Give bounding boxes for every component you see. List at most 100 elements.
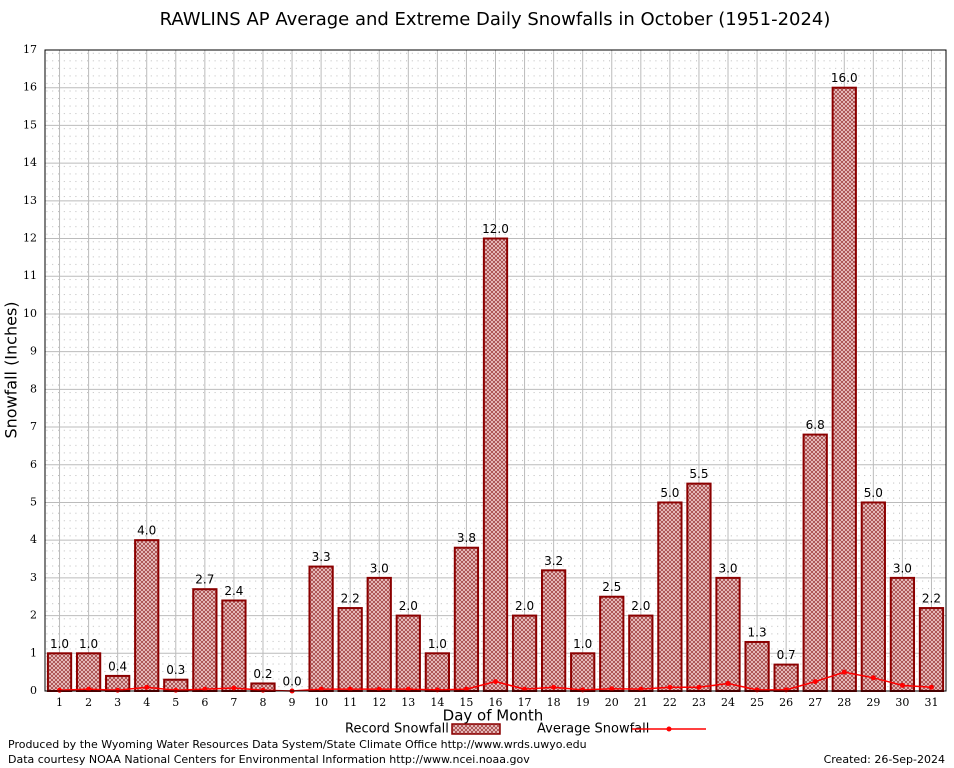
line-marker bbox=[783, 687, 789, 693]
line-marker bbox=[57, 687, 63, 693]
created-date: Created: 26-Sep-2024 bbox=[824, 753, 945, 766]
line-marker bbox=[928, 684, 934, 690]
x-axis-label: Day of Month bbox=[443, 707, 544, 725]
data-label: 5.0 bbox=[864, 486, 883, 500]
bar bbox=[424, 652, 450, 693]
x-tick-label: 27 bbox=[808, 696, 822, 709]
line-marker bbox=[405, 686, 411, 692]
x-tick-label: 18 bbox=[547, 696, 561, 709]
legend-label: Average Snowfall bbox=[537, 722, 649, 737]
line-marker bbox=[463, 686, 469, 692]
x-tick-label: 16 bbox=[489, 696, 503, 709]
bar bbox=[221, 599, 247, 692]
line-marker bbox=[115, 687, 121, 693]
line-marker bbox=[144, 684, 150, 690]
line-marker bbox=[522, 686, 528, 692]
line-marker bbox=[899, 682, 905, 688]
data-label: 3.2 bbox=[544, 554, 563, 568]
data-label: 3.3 bbox=[312, 550, 331, 564]
bar bbox=[599, 595, 625, 692]
data-label: 0.7 bbox=[777, 648, 796, 662]
line-marker bbox=[580, 687, 586, 693]
line-marker bbox=[260, 687, 266, 693]
bar bbox=[889, 576, 916, 692]
y-tick-label: 17 bbox=[23, 43, 37, 56]
y-tick-label: 16 bbox=[23, 81, 37, 94]
y-tick-label: 2 bbox=[30, 609, 37, 622]
x-tick-label: 13 bbox=[401, 696, 415, 709]
line-marker bbox=[86, 686, 92, 692]
bar bbox=[541, 569, 567, 693]
data-label: 2.7 bbox=[195, 573, 214, 587]
x-tick-label: 19 bbox=[576, 696, 590, 709]
data-label: 0.4 bbox=[108, 659, 127, 673]
line-marker bbox=[347, 686, 353, 692]
x-tick-label: 14 bbox=[430, 696, 444, 709]
line-marker bbox=[551, 684, 557, 690]
x-tick-label: 22 bbox=[663, 696, 677, 709]
y-tick-label: 14 bbox=[23, 156, 37, 169]
data-label: 4.0 bbox=[137, 524, 156, 538]
bar bbox=[657, 501, 683, 692]
data-label: 1.0 bbox=[50, 637, 69, 651]
y-tick-label: 1 bbox=[30, 646, 37, 659]
line-marker bbox=[493, 679, 498, 685]
data-label: 1.0 bbox=[428, 637, 447, 651]
bar bbox=[46, 652, 73, 693]
x-tick-label: 7 bbox=[230, 696, 237, 709]
legend-label: Record Snowfall bbox=[345, 722, 449, 737]
bar bbox=[686, 482, 712, 692]
y-tick-label: 11 bbox=[23, 269, 37, 282]
x-tick-label: 4 bbox=[143, 696, 150, 709]
x-tick-label: 3 bbox=[114, 696, 121, 709]
x-tick-label: 30 bbox=[895, 696, 909, 709]
x-tick-label: 11 bbox=[343, 696, 357, 709]
data-label: 2.0 bbox=[399, 599, 418, 613]
data-label: 5.0 bbox=[660, 486, 679, 500]
line-marker bbox=[725, 680, 731, 686]
y-tick-label: 9 bbox=[30, 345, 37, 358]
footer-text: Produced by the Wyoming Water Resources … bbox=[8, 738, 587, 751]
line-marker bbox=[376, 686, 382, 692]
line-marker bbox=[696, 684, 702, 690]
y-tick-label: 15 bbox=[23, 118, 37, 131]
y-axis-label: Snowfall (Inches) bbox=[2, 301, 21, 438]
data-label: 2.0 bbox=[631, 599, 650, 613]
chart-title: RAWLINS AP Average and Extreme Daily Sno… bbox=[160, 9, 831, 30]
line-marker bbox=[667, 684, 673, 690]
x-tick-label: 2 bbox=[85, 696, 92, 709]
x-tick-label: 21 bbox=[634, 696, 648, 709]
bar bbox=[918, 607, 945, 692]
y-tick-label: 7 bbox=[30, 420, 37, 433]
data-label: 1.3 bbox=[748, 625, 767, 639]
line-marker bbox=[434, 687, 440, 693]
data-label: 16.0 bbox=[831, 71, 858, 85]
line-marker bbox=[318, 686, 324, 692]
x-tick-label: 17 bbox=[518, 696, 532, 709]
line-marker bbox=[812, 679, 818, 685]
y-tick-label: 12 bbox=[23, 232, 37, 245]
data-label: 0.0 bbox=[283, 675, 302, 689]
data-label: 6.8 bbox=[806, 418, 825, 432]
line-marker bbox=[609, 686, 615, 692]
data-label: 2.5 bbox=[602, 580, 621, 594]
bar bbox=[860, 501, 886, 692]
x-tick-label: 25 bbox=[750, 696, 764, 709]
bar bbox=[453, 546, 480, 692]
line-marker bbox=[754, 687, 760, 693]
line-marker bbox=[173, 687, 179, 693]
bar bbox=[570, 652, 596, 693]
bar bbox=[75, 652, 102, 693]
bar bbox=[511, 614, 538, 693]
bar bbox=[134, 539, 160, 692]
plot-frame bbox=[44, 49, 947, 692]
x-tick-label: 26 bbox=[779, 696, 793, 709]
data-label: 5.5 bbox=[689, 467, 708, 481]
data-label: 3.0 bbox=[893, 561, 912, 575]
bar bbox=[337, 607, 363, 692]
line-marker bbox=[231, 685, 237, 691]
x-tick-label: 10 bbox=[314, 696, 328, 709]
line-marker bbox=[841, 669, 847, 675]
